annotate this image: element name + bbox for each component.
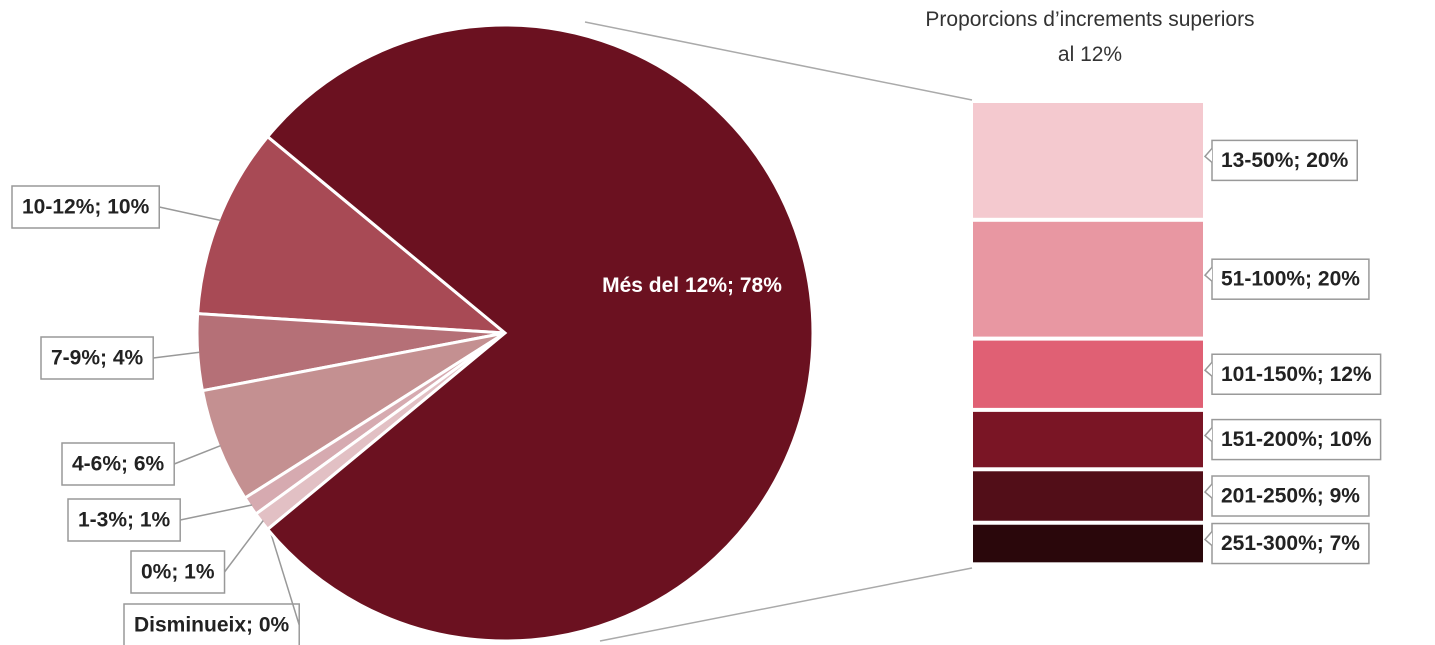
connector-line: [599, 567, 973, 642]
data-label: 10-12%; 10%: [22, 196, 150, 219]
pie-slice: [265, 23, 815, 643]
bar-segment: [973, 411, 1203, 468]
connector-line: [584, 21, 973, 101]
bar-segment: [973, 103, 1203, 218]
leader-line: [180, 504, 253, 521]
leader-line: [153, 351, 200, 359]
leader-line: [268, 527, 300, 626]
label-group: 0%; 1%: [130, 520, 264, 594]
data-label: 0%; 1%: [141, 561, 215, 584]
label-box: [1211, 475, 1370, 517]
bar-title: Proporcions d’increments superiors al 12…: [925, 8, 1255, 66]
leader-line: [223, 520, 264, 573]
label-pointer: [1203, 361, 1213, 377]
label-box: [67, 498, 181, 542]
main-label-box: Més del 12%; 78%: [602, 274, 782, 297]
data-label: 51-100%; 20%: [1221, 268, 1360, 291]
data-label: 201-250%; 9%: [1221, 485, 1360, 508]
bar-segment: [973, 471, 1203, 521]
label-box: [1211, 353, 1382, 395]
data-label: 4-6%; 6%: [72, 453, 165, 476]
data-label: 7-9%; 4%: [51, 347, 144, 370]
label-group: Disminueix; 0%: [123, 527, 300, 645]
label-group: 1-3%; 1%: [67, 498, 253, 542]
label-box: [1211, 258, 1370, 300]
leader-line: [159, 206, 221, 222]
data-label: Més del 12%; 78%: [602, 274, 782, 297]
label-pointer: [1203, 427, 1213, 443]
data-label: 1-3%; 1%: [78, 509, 171, 532]
data-label: 101-150%; 12%: [1221, 363, 1372, 386]
leader-line: [173, 444, 221, 465]
label-box: [40, 336, 154, 380]
bar-title-box: Proporcions d’increments superiors al 12…: [925, 8, 1255, 66]
bar-segment: [973, 340, 1203, 408]
label-box: [1211, 418, 1382, 461]
data-label: 151-200%; 10%: [1221, 428, 1372, 451]
label-pointer: [1203, 266, 1213, 282]
label-box: [1211, 522, 1370, 565]
bar-segment: [973, 524, 1203, 563]
label-pointer: [1203, 147, 1213, 163]
data-label: 13-50%; 20%: [1221, 149, 1349, 172]
data-label: Disminueix; 0%: [134, 614, 290, 637]
data-label: 251-300%; 7%: [1221, 532, 1360, 555]
label-box: [11, 185, 160, 229]
label-box: [123, 603, 300, 645]
label-box: [61, 442, 175, 486]
label-pointer: [1203, 483, 1213, 499]
label-group: 4-6%; 6%: [61, 442, 221, 486]
label-group: 10-12%; 10%: [11, 185, 221, 229]
label-pointer: [1203, 531, 1213, 547]
label-group: 7-9%; 4%: [40, 336, 200, 380]
bar-segment: [973, 221, 1203, 337]
